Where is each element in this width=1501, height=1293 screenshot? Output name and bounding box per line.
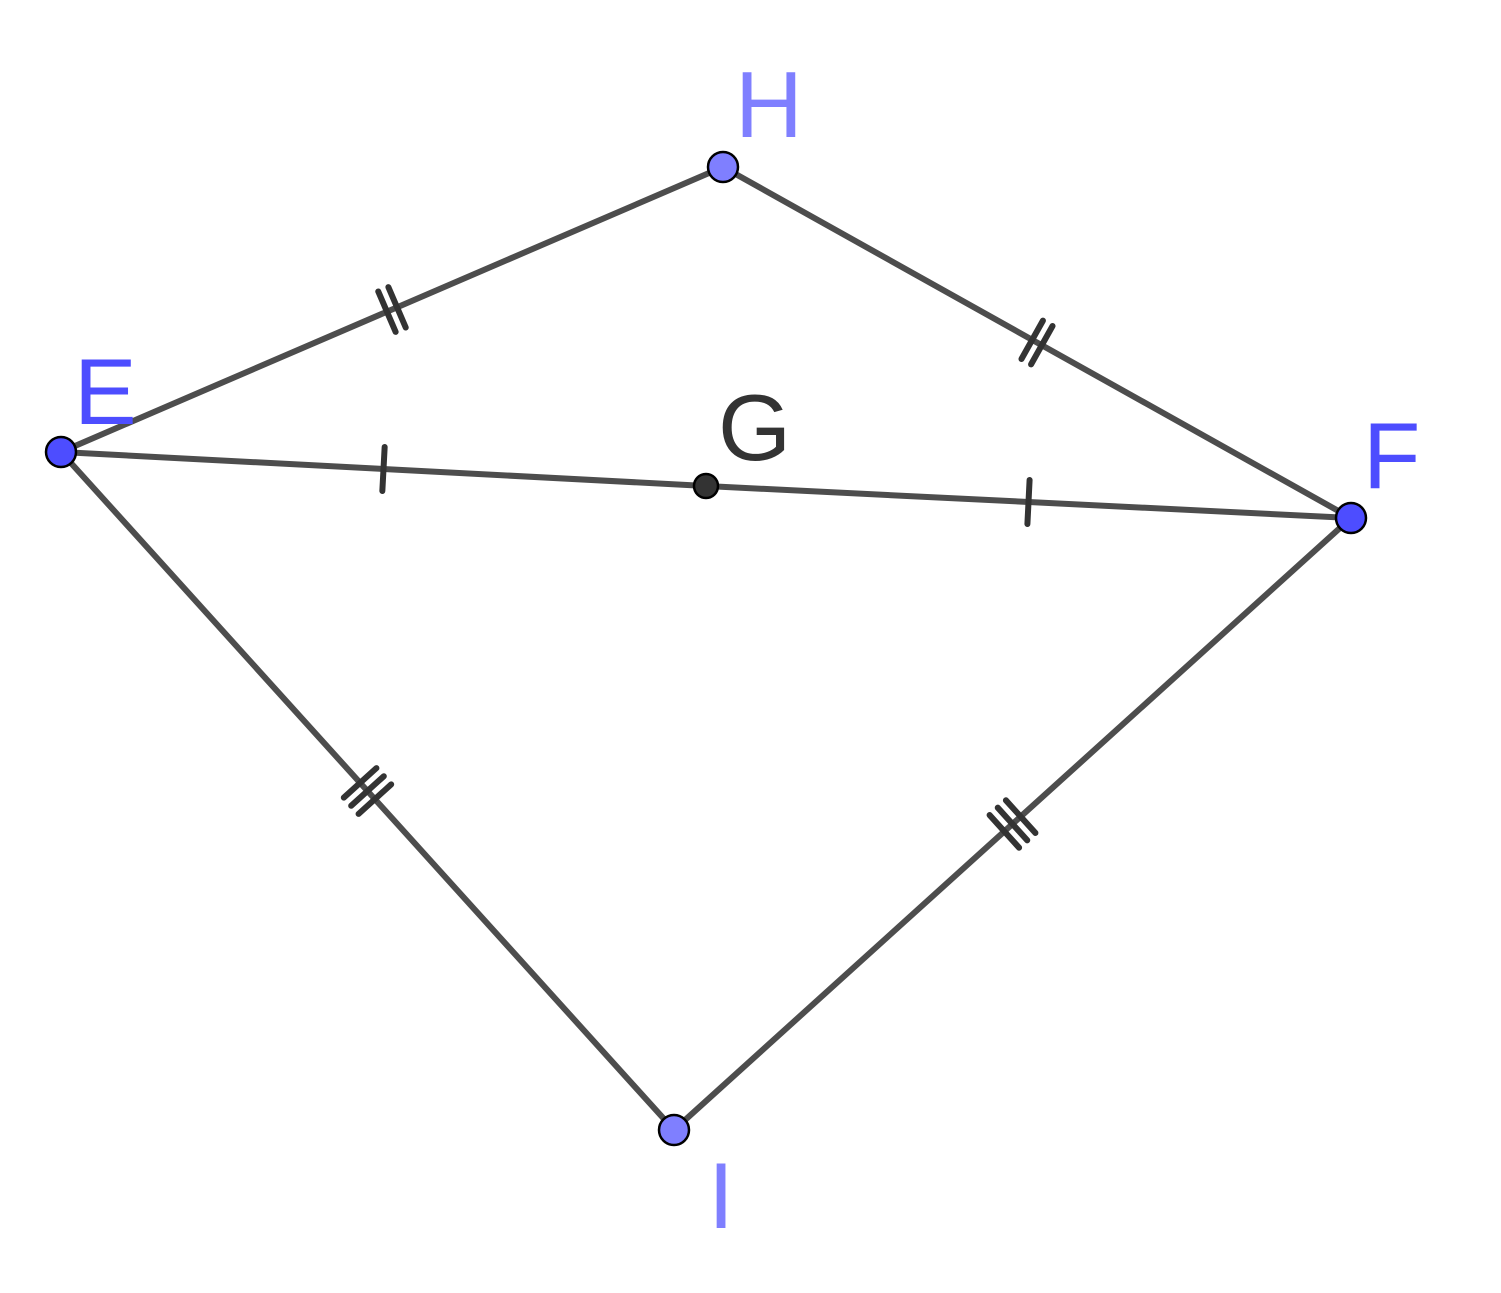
tick-mark-EI-3 xyxy=(355,781,395,817)
point-label-F: F xyxy=(1363,403,1420,508)
tick-mark-GF-1 xyxy=(1024,477,1033,527)
tick-mark-EI-1 xyxy=(340,765,380,801)
labels-layer: H E G F I xyxy=(74,52,1420,1248)
point-E xyxy=(44,435,78,469)
tick-mark-EH-1 xyxy=(375,288,399,335)
segment-HF xyxy=(720,164,1354,521)
tick-mark-HF-2 xyxy=(1028,322,1056,368)
point-I xyxy=(657,1113,691,1147)
tick-marks-layer xyxy=(340,284,1056,851)
point-F xyxy=(1334,501,1368,535)
point-G xyxy=(692,472,720,500)
point-label-H: H xyxy=(735,52,803,157)
points-layer xyxy=(44,150,1368,1147)
tick-mark-EH-2 xyxy=(385,284,409,331)
tick-mark-IF-2 xyxy=(994,804,1031,844)
tick-mark-EI-2 xyxy=(348,773,387,809)
point-label-E: E xyxy=(74,339,137,444)
point-label-I: I xyxy=(708,1143,734,1248)
tick-mark-IF-1 xyxy=(986,812,1023,851)
point-label-G: G xyxy=(718,375,791,480)
tick-mark-IF-3 xyxy=(1002,797,1039,836)
tick-mark-HF-1 xyxy=(1018,317,1046,363)
segment-EH xyxy=(58,164,726,455)
point-H xyxy=(706,150,740,184)
segments-layer xyxy=(58,164,1354,1133)
tick-mark-EG-1 xyxy=(379,444,388,494)
